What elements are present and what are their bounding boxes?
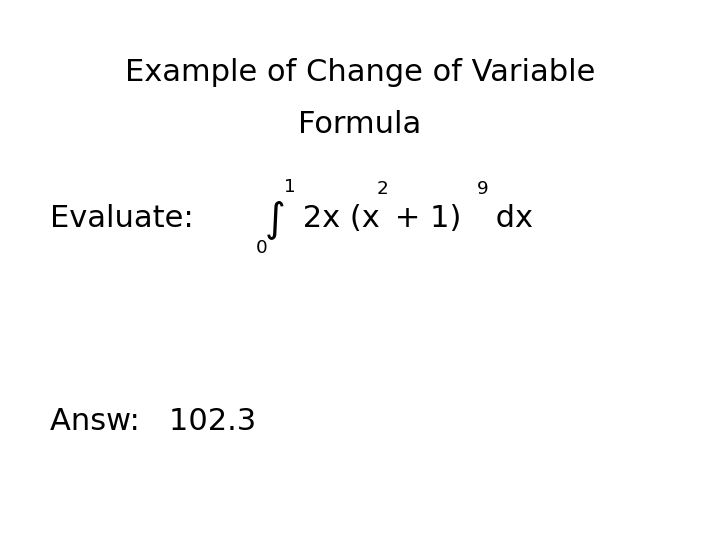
Text: dx: dx [486,204,533,233]
Text: + 1): + 1) [385,204,472,233]
Text: Formula: Formula [298,110,422,139]
Text: ∫: ∫ [264,199,285,239]
Text: 2: 2 [377,180,388,198]
Text: 0: 0 [256,239,267,258]
Text: 9: 9 [477,180,489,198]
Text: Answ:   102.3: Answ: 102.3 [50,407,256,436]
Text: 1: 1 [284,178,296,197]
Text: Example of Change of Variable: Example of Change of Variable [125,58,595,87]
Text: Evaluate:: Evaluate: [50,204,194,233]
Text: 2x (x: 2x (x [293,204,379,233]
